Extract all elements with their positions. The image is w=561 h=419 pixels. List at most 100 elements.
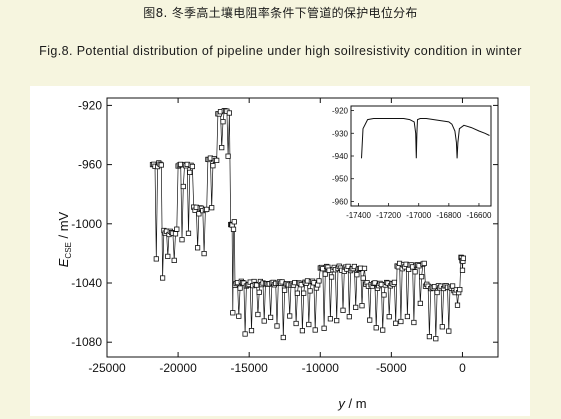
data-point [189,163,195,170]
x-tick-label: -20000 [159,361,197,375]
main-series [149,108,467,342]
inset-x-tick-label: -17400 [346,211,371,220]
x-tick-label: -5000 [376,361,407,375]
data-point [459,267,466,273]
data-point [165,253,171,259]
data-point [361,265,368,272]
data-point [381,292,387,298]
y-tick-label: -1040 [71,276,102,290]
data-point [316,278,322,284]
inset-y-tick-label: -960 [332,197,349,206]
data-point [242,331,248,337]
y-tick-label: -1000 [71,217,102,231]
data-point [351,263,358,270]
data-point [179,237,185,243]
data-point [171,257,177,264]
data-point [299,328,306,334]
inset-y-tick-label: -920 [332,107,349,116]
data-point [411,319,417,326]
data-point [398,318,404,325]
data-point [236,313,242,319]
inset-plot-area: -17400 -17200 -17000 -16800 -16600 -920 -930 -9… [332,105,492,220]
inset-x-tick-label: -17000 [406,211,431,220]
y-tick-label: -1080 [71,335,102,349]
data-point [457,286,463,293]
data-point [417,300,423,307]
data-point [209,205,215,211]
data-point [237,285,243,291]
data-point [426,333,433,340]
data-point [340,307,346,313]
data-point [372,280,378,286]
data-point [261,318,267,324]
data-point [434,289,440,296]
data-point [439,324,445,330]
data-point [421,260,427,267]
inset-series-line [361,118,490,159]
x-tick-label: 0 [459,361,466,375]
data-point [185,230,192,236]
data-point [412,269,418,275]
inset-x-tick-label: -17200 [376,211,401,220]
data-point [280,334,286,341]
data-point [334,317,340,324]
y-axis-label: ECSE / mV [56,211,73,267]
data-point [386,314,392,320]
data-point [158,162,164,168]
data-point [204,206,210,212]
caption-english: Fig.8. Potential distribution of pipelin… [39,44,522,58]
data-point [460,255,467,261]
y-tick-label: -920 [78,98,102,112]
data-point [201,250,207,257]
data-point [312,327,318,333]
inset-y-tick-label: -940 [332,152,349,161]
data-point [187,169,193,175]
data-point [256,289,262,295]
data-point [230,226,237,232]
data-point [248,327,255,334]
inset-frame [350,105,492,207]
data-point [172,231,179,237]
data-point [391,279,398,286]
data-point [196,211,202,217]
main-plot-area: -25000 -20000 -15000 -10000 -5000 0-920-960-1… [56,97,499,411]
data-point [180,183,186,190]
data-point [328,274,335,280]
data-point [255,311,261,318]
data-point [393,320,399,326]
data-point [380,327,386,333]
x-axis-label: y / m [337,396,366,411]
data-point [373,325,379,331]
data-point [359,303,365,309]
data-point [153,256,159,262]
data-point [231,219,237,225]
data-point [322,271,328,277]
data-point [354,272,360,278]
data-point [230,310,236,316]
data-point [307,288,313,294]
data-point [360,275,366,281]
data-point [210,163,216,169]
inset-x-tick-label: -16800 [436,211,461,220]
data-point [253,282,260,288]
data-point [346,314,352,320]
data-point [274,323,280,329]
x-tick-label: -10000 [302,361,340,375]
data-point [267,314,274,321]
x-tick-label: -25000 [88,361,126,375]
data-point [321,325,327,331]
data-point [159,275,166,281]
data-point [433,336,439,342]
x-tick-label: -15000 [230,361,268,375]
main-plot-frame [106,97,499,358]
inset-x-tick-label: -16600 [466,211,491,220]
data-point [214,157,220,163]
data-point [174,226,180,232]
caption-chinese: 图8. 冬季高土壤电阻率条件下管道的保护电位分布 [143,6,418,20]
inset-y-tick-label: -950 [332,175,349,184]
data-point [226,110,232,116]
data-point [353,304,359,311]
inset-y-tick-label: -930 [332,129,349,138]
data-point [367,317,373,323]
